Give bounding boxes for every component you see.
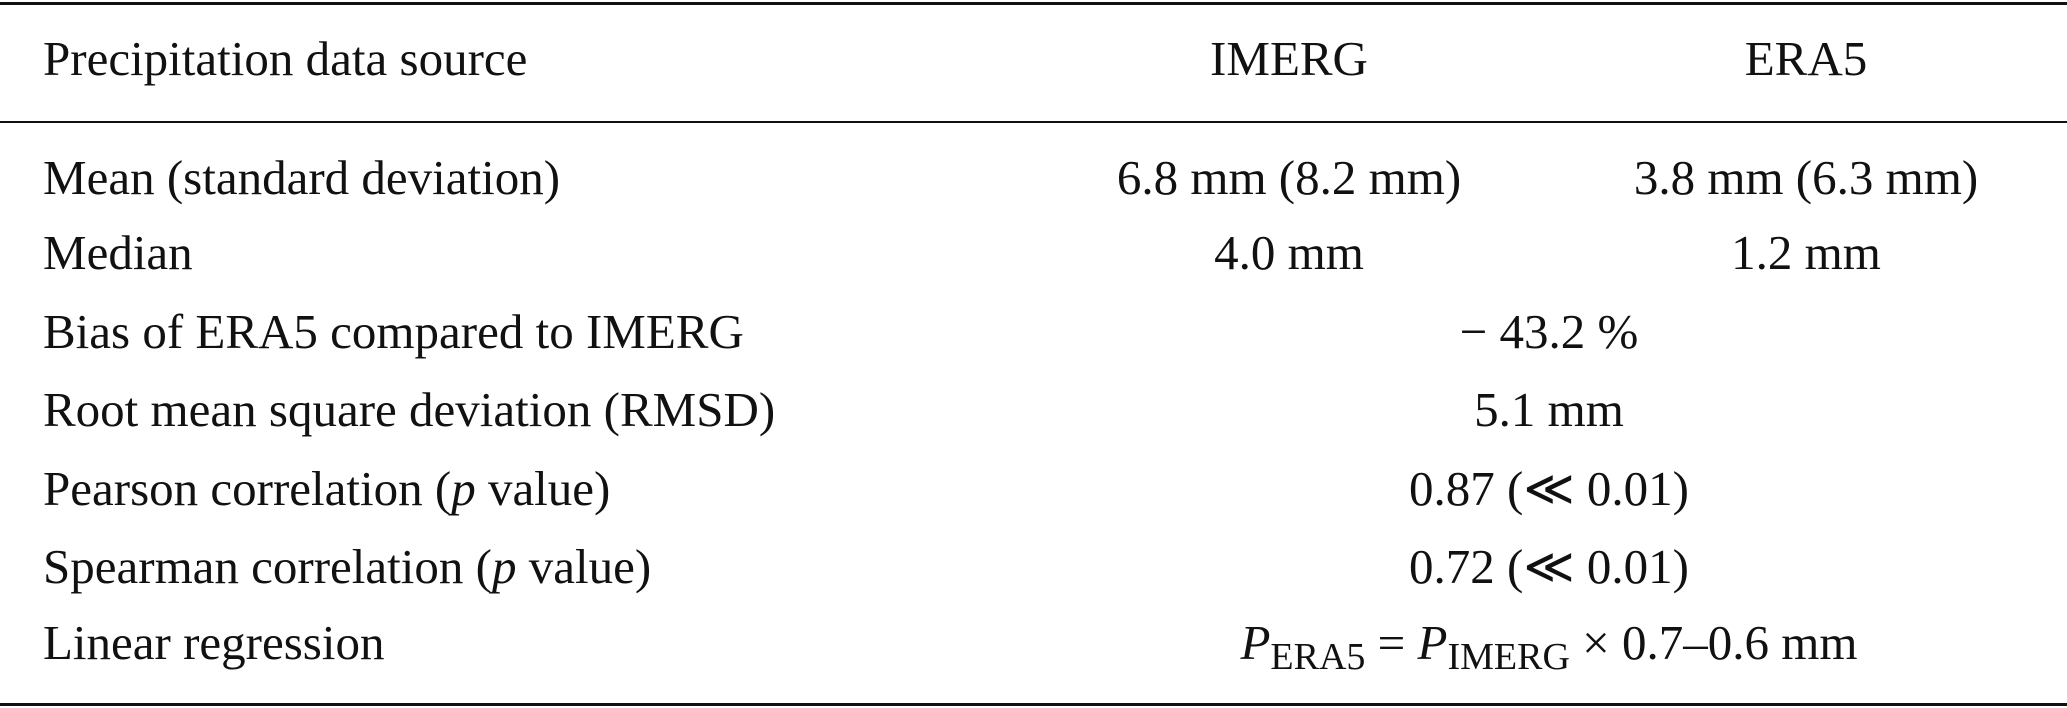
data-cell: 3.8 mm (6.3 mm) <box>1633 150 1979 205</box>
text-part: × 0.7–0.6 mm <box>1569 615 1858 670</box>
merged-cell: PERA5 = PIMERG × 0.7–0.6 mm <box>1240 613 1858 676</box>
row-label: Spearman correlation (p value) <box>43 537 651 597</box>
text-part: p <box>491 539 517 594</box>
text-part: ERA5 <box>1270 636 1366 678</box>
text-part: Root mean square deviation (RMSD) <box>43 382 776 437</box>
row-label: Pearson correlation (p value) <box>43 459 610 519</box>
top-rule <box>0 2 2067 5</box>
merged-cell: 5.1 mm <box>1474 380 1624 440</box>
text-part: Bias of ERA5 compared to IMERG <box>43 304 744 359</box>
text-part: Linear regression <box>43 615 385 670</box>
text-part: value) <box>475 461 611 516</box>
text-part: 0.87 (≪ 0.01) <box>1409 461 1689 516</box>
data-cell: 1.2 mm <box>1731 225 1881 280</box>
row-label: Median <box>43 223 193 283</box>
text-part: p <box>451 461 476 516</box>
text-part: P <box>1417 615 1448 670</box>
merged-cell: 0.72 (≪ 0.01) <box>1409 537 1689 597</box>
text-part: 5.1 mm <box>1474 382 1624 437</box>
header-cell: ERA5 <box>1744 31 1868 86</box>
text-part: − 43.2 % <box>1459 304 1639 359</box>
text-part: IMERG <box>1447 636 1570 678</box>
text-part: Spearman correlation ( <box>43 539 492 594</box>
text-part: Pearson correlation ( <box>43 461 452 516</box>
merged-cell: − 43.2 % <box>1460 302 1639 362</box>
data-cell: 4.0 mm <box>1214 225 1364 280</box>
text-part: Mean (standard deviation) <box>43 150 561 205</box>
header-rule <box>0 121 2067 123</box>
row-label: Root mean square deviation (RMSD) <box>43 380 775 440</box>
merged-cell: 0.87 (≪ 0.01) <box>1409 459 1689 519</box>
text-part: value) <box>516 539 652 594</box>
text-part: Median <box>43 225 193 280</box>
bottom-rule <box>0 703 2067 706</box>
row-label: Bias of ERA5 compared to IMERG <box>43 302 744 362</box>
row-label: Linear regression <box>43 613 385 673</box>
text-part: = <box>1365 615 1418 670</box>
data-cell: 6.8 mm (8.2 mm) <box>1116 150 1462 205</box>
header-cell: IMERG <box>1210 31 1368 86</box>
row-label: Mean (standard deviation) <box>43 148 560 208</box>
text-part: 0.72 (≪ 0.01) <box>1409 539 1689 594</box>
header-cell: Precipitation data source <box>43 31 528 86</box>
text-part: P <box>1240 615 1271 670</box>
